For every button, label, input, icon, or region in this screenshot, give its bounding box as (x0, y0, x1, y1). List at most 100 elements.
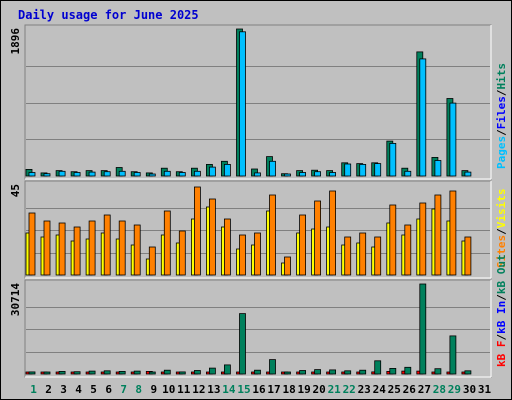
bar-pages-day-7 (118, 170, 126, 177)
bar-pages-day-10 (163, 170, 171, 177)
bar-pages-day-22 (344, 163, 352, 177)
plot-area (24, 24, 492, 180)
bar-pages-day-13 (208, 166, 216, 177)
bar-pages-day-29 (449, 102, 457, 177)
x-tick-label: 21 (328, 383, 342, 396)
bar-sites-day-4 (73, 226, 81, 276)
bar-sites-day-24 (374, 236, 382, 276)
x-tick-label: 24 (373, 383, 387, 396)
bar-kb-out-day-4 (73, 371, 81, 375)
bar-pages-day-27 (419, 58, 427, 177)
bar-kb-out-day-2 (43, 371, 51, 375)
x-tick-label: 19 (297, 383, 310, 396)
bar-pages-day-4 (73, 172, 81, 177)
x-axis-labels: 1 2 3 4 5 6 7 8 9 10 11 12 13 14 15 16 17 18 19 20 21 22 23 24 2… (30, 383, 491, 396)
bar-sites-day-28 (434, 194, 442, 276)
bar-kb-out-day-28 (434, 368, 442, 375)
bar-kb-out-day-25 (389, 367, 397, 375)
bar-sites-day-29 (449, 190, 457, 276)
panel-visits: 45 Sites/Visits (9, 180, 508, 279)
bar-sites-day-8 (133, 224, 141, 276)
legend-entry: kB F (495, 341, 508, 368)
bar-kb-out-day-16 (254, 369, 261, 375)
bar-kb-out-day-12 (193, 370, 201, 375)
bar-kb-out-day-22 (344, 370, 352, 375)
x-tick-label: 26 (403, 383, 417, 396)
bar-sites-day-25 (389, 204, 397, 276)
bar-sites-day-18 (284, 256, 291, 276)
legend-entry: kB In (495, 301, 508, 334)
bar-sites-day-20 (314, 200, 322, 276)
x-tick-label: 1 (30, 383, 37, 396)
x-tick-label: 27 (418, 383, 431, 396)
x-tick-label: 20 (312, 383, 325, 396)
bar-pages-day-20 (314, 171, 322, 177)
x-tick-label: 6 (105, 383, 112, 396)
bar-sites-day-17 (269, 194, 276, 276)
legend-separator: / (495, 334, 508, 341)
bar-kb-out-day-24 (374, 360, 382, 375)
x-tick-label: 12 (192, 383, 205, 396)
bar-kb-out-day-23 (359, 369, 367, 375)
bar-pages-day-15 (239, 31, 246, 177)
bar-pages-day-6 (103, 171, 111, 177)
x-tick-label: 31 (478, 383, 492, 396)
bar-sites-day-9 (148, 246, 156, 276)
panel-kbytes: 30714 kB F/kB In/kB Out (9, 254, 508, 378)
bar-sites-day-15 (239, 234, 246, 276)
bar-kb-out-day-6 (103, 370, 111, 375)
panel-legend: kB F/kB In/kB Out (495, 254, 508, 367)
legend-entry: Sites (495, 235, 508, 268)
bar-sites-day-30 (464, 236, 472, 276)
bar-kb-out-day-18 (284, 371, 291, 375)
bar-sites-day-10 (163, 210, 171, 276)
bar-kb-out-day-29 (449, 335, 457, 375)
bar-sites-day-6 (103, 214, 111, 276)
x-tick-label: 17 (267, 383, 280, 396)
x-tick-label: 7 (120, 383, 127, 396)
bar-kb-out-day-13 (208, 367, 216, 375)
bar-pages-day-30 (464, 171, 472, 177)
bar-sites-day-26 (404, 224, 412, 276)
x-tick-label: 9 (150, 383, 157, 396)
bar-kb-out-day-9 (148, 371, 156, 375)
bar-sites-day-27 (419, 202, 427, 276)
bar-pages-day-16 (254, 172, 261, 177)
bar-pages-day-25 (389, 142, 397, 177)
bar-pages-day-18 (284, 173, 291, 177)
x-tick-label: 11 (177, 383, 191, 396)
bar-sites-day-21 (329, 190, 337, 276)
bar-kb-out-day-10 (163, 369, 171, 375)
x-tick-label: 2 (45, 383, 52, 396)
bar-kb-out-day-26 (404, 366, 412, 375)
panel-max-label: 45 (9, 184, 22, 197)
x-tick-label: 25 (388, 383, 401, 396)
x-tick-label: 29 (448, 383, 461, 396)
bar-kb-out-day-8 (133, 370, 141, 375)
panel-max-label: 30714 (9, 283, 22, 316)
bar-sites-day-3 (58, 222, 66, 276)
bar-pages-day-9 (148, 173, 156, 177)
panel-legend: Pages/Files/Hits (495, 63, 508, 169)
bar-pages-day-26 (404, 170, 412, 177)
legend-separator: / (495, 89, 508, 96)
bar-pages-day-2 (43, 173, 51, 177)
bar-sites-day-1 (28, 212, 36, 276)
bar-pages-day-28 (434, 160, 442, 177)
bar-kb-out-day-5 (88, 370, 96, 375)
bar-kb-out-day-3 (58, 370, 66, 375)
bar-sites-day-12 (193, 186, 201, 276)
chart-panels: 1896Pages/Files/Hits45Sites/Visits30714k… (9, 24, 508, 378)
bar-pages-day-12 (193, 170, 201, 177)
bar-sites-day-23 (359, 232, 367, 276)
bar-sites-day-2 (43, 220, 51, 276)
legend-entry: Visits (495, 189, 508, 229)
x-tick-label: 13 (207, 383, 220, 396)
bar-pages-day-1 (28, 172, 36, 177)
x-tick-label: 5 (90, 383, 97, 396)
bar-pages-day-23 (359, 163, 367, 177)
legend-entry: Hits (495, 63, 508, 90)
bar-sites-day-11 (178, 230, 186, 276)
bar-pages-day-19 (299, 172, 307, 177)
